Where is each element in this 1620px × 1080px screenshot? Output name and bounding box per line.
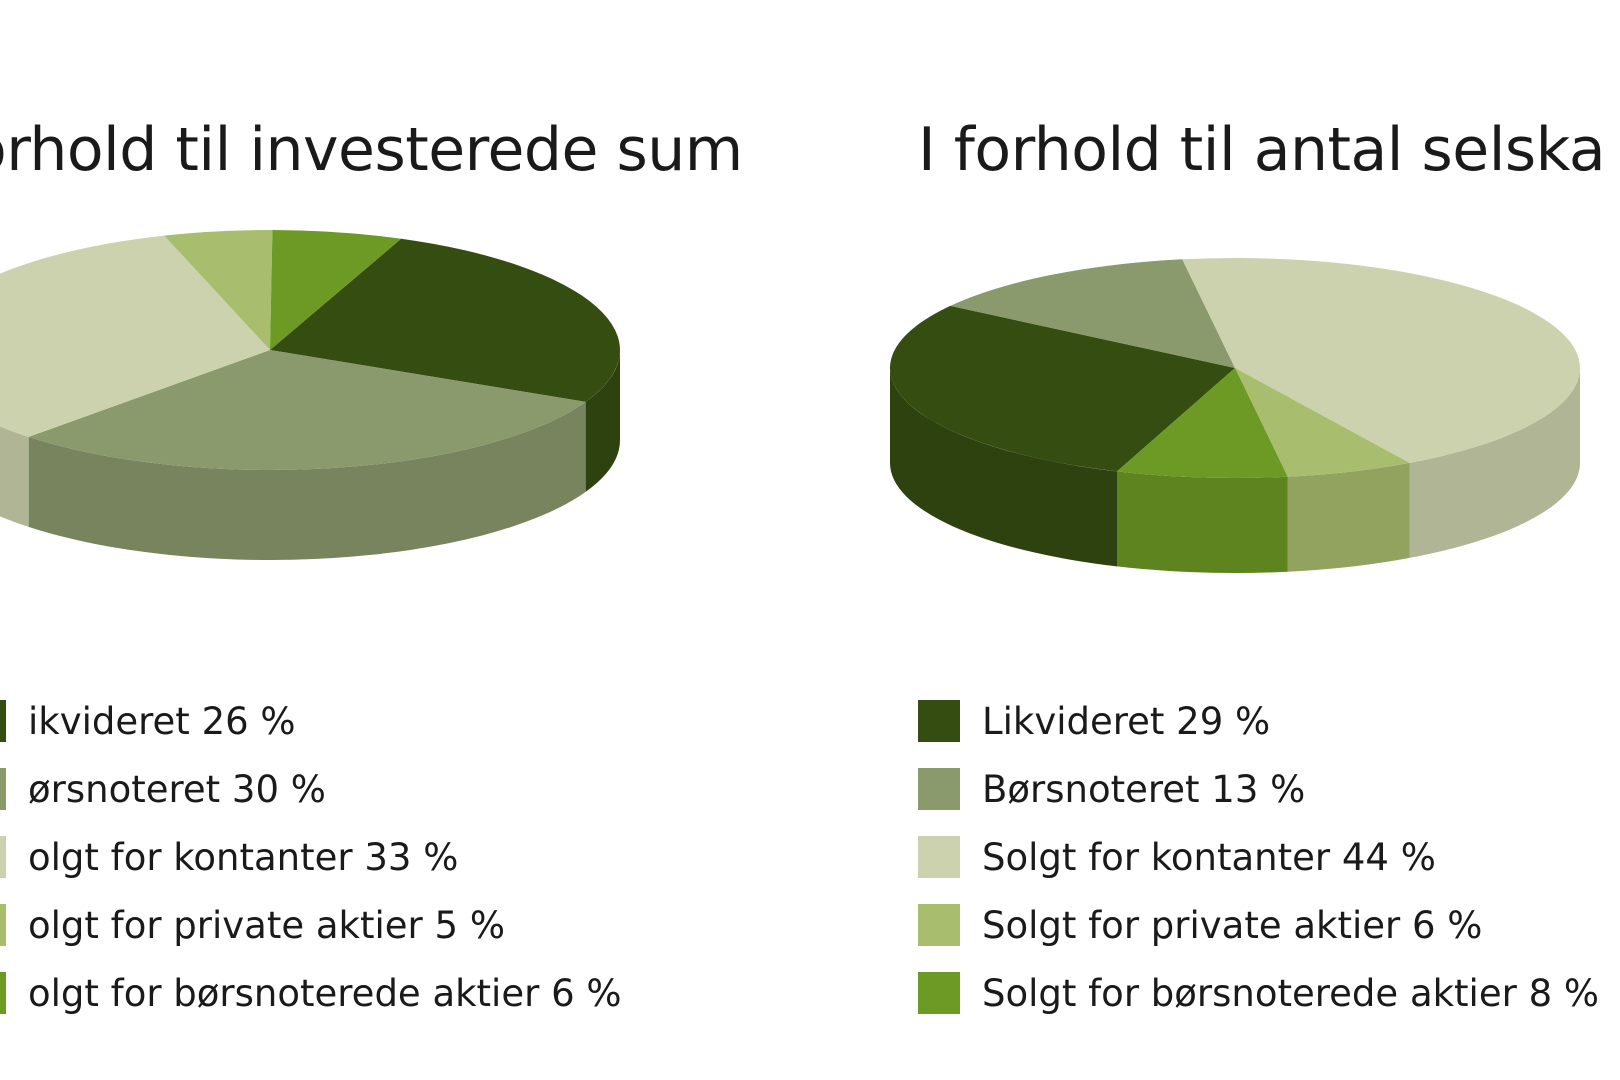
legend-swatch-sold-cash (0, 836, 6, 878)
legend-swatch-sold-private (918, 904, 960, 946)
legend-label-listed: Børsnoteret 13 % (982, 767, 1306, 811)
legend-item-sold-private: olgt for private aktier 5 % (0, 904, 622, 946)
pie-slice-ørsnoteret-30 (28, 350, 586, 471)
legend-swatch-listed (918, 768, 960, 810)
legend-label-sold-private: olgt for private aktier 5 % (28, 903, 505, 947)
pie-slice-likvideret-29 (889, 305, 1235, 472)
pie-slice-ikvideret-26 (270, 238, 620, 402)
legend-swatch-sold-private (0, 904, 6, 946)
pie-side-ikvideret-26 (585, 350, 620, 492)
pie-side-olgt-for-kontanter-33 (0, 426, 29, 527)
legend-item-liquidated: Likvideret 29 % (918, 700, 1599, 742)
pie-side-solgt-for-private-aktier-6 (1287, 462, 1410, 572)
legend-item-sold-listed: olgt for børsnoterede aktier 6 % (0, 972, 622, 1014)
legend-label-sold-listed: Solgt for børsnoterede aktier 8 % (982, 971, 1600, 1015)
legend-swatch-sold-listed (0, 972, 6, 1014)
chart-title-invested-sum: orhold til investerede sum (0, 115, 743, 186)
pie-side-solgt-for-børsnoterede-aktier-8 (1117, 471, 1288, 574)
pie-side-ørsnoteret-30 (28, 401, 586, 560)
pie-slice-olgt-for-børsnoterede-aktier-6 (270, 230, 402, 350)
legend-label-liquidated: ikvideret 26 % (28, 699, 296, 743)
legend-swatch-listed (0, 768, 6, 810)
legend-label-liquidated: Likvideret 29 % (982, 699, 1271, 743)
pie-slice-solgt-for-børsnoterede-aktier-8 (1117, 368, 1288, 478)
legend-item-sold-listed: Solgt for børsnoterede aktier 8 % (918, 972, 1599, 1014)
legend-label-listed: ørsnoteret 30 % (28, 767, 326, 811)
legend-item-listed: Børsnoteret 13 % (918, 768, 1599, 810)
legend-swatch-liquidated (918, 700, 960, 742)
legend-swatch-sold-listed (918, 972, 960, 1014)
legend-label-sold-cash: olgt for kontanter 33 % (28, 835, 459, 879)
legend-swatch-liquidated (0, 700, 6, 742)
legend-swatch-sold-cash (918, 836, 960, 878)
legend-label-sold-cash: Solgt for kontanter 44 % (982, 835, 1436, 879)
legend-company-count: Likvideret 29 % Børsnoteret 13 % Solgt f… (918, 700, 1599, 1040)
legend-item-liquidated: ikvideret 26 % (0, 700, 622, 742)
pie-slice-solgt-for-private-aktier-6 (1235, 368, 1410, 477)
pie-chart-2 (889, 258, 1580, 574)
chart-title-company-count: I forhold til antal selska (918, 115, 1606, 186)
pie-slice-solgt-for-kontanter-44 (1182, 258, 1580, 463)
legend-label-sold-private: Solgt for private aktier 6 % (982, 903, 1483, 947)
legend-item-sold-cash: olgt for kontanter 33 % (0, 836, 622, 878)
pie-slice-olgt-for-kontanter-33 (0, 235, 270, 437)
legend-label-sold-listed: olgt for børsnoterede aktier 6 % (28, 971, 622, 1015)
pie-slice-olgt-for-private-aktier-5 (164, 230, 273, 350)
legend-invested-sum: ikvideret 26 % ørsnoteret 30 % olgt for … (0, 700, 622, 1040)
pie-side-likvideret-29 (890, 368, 1118, 567)
pie-side-solgt-for-kontanter-44 (1409, 368, 1580, 558)
legend-item-sold-cash: Solgt for kontanter 44 % (918, 836, 1599, 878)
pie-chart-1 (0, 230, 620, 560)
pie-slice-børsnoteret-13 (950, 259, 1235, 368)
legend-item-listed: ørsnoteret 30 % (0, 768, 622, 810)
legend-item-sold-private: Solgt for private aktier 6 % (918, 904, 1599, 946)
